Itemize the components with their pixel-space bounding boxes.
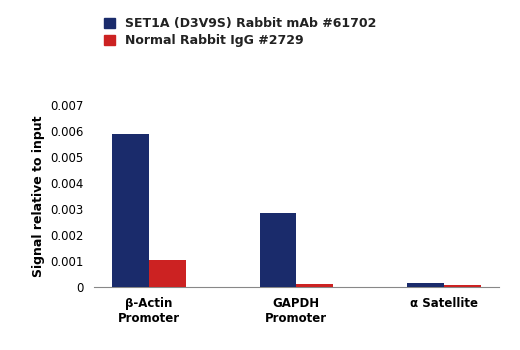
Bar <box>259 213 296 287</box>
Bar <box>407 283 444 287</box>
Bar <box>296 284 333 287</box>
Bar <box>149 260 186 287</box>
Bar <box>112 134 149 287</box>
Y-axis label: Signal relative to input: Signal relative to input <box>32 115 45 277</box>
Bar <box>444 285 481 287</box>
Legend: SET1A (D3V9S) Rabbit mAb #61702, Normal Rabbit IgG #2729: SET1A (D3V9S) Rabbit mAb #61702, Normal … <box>100 13 380 51</box>
